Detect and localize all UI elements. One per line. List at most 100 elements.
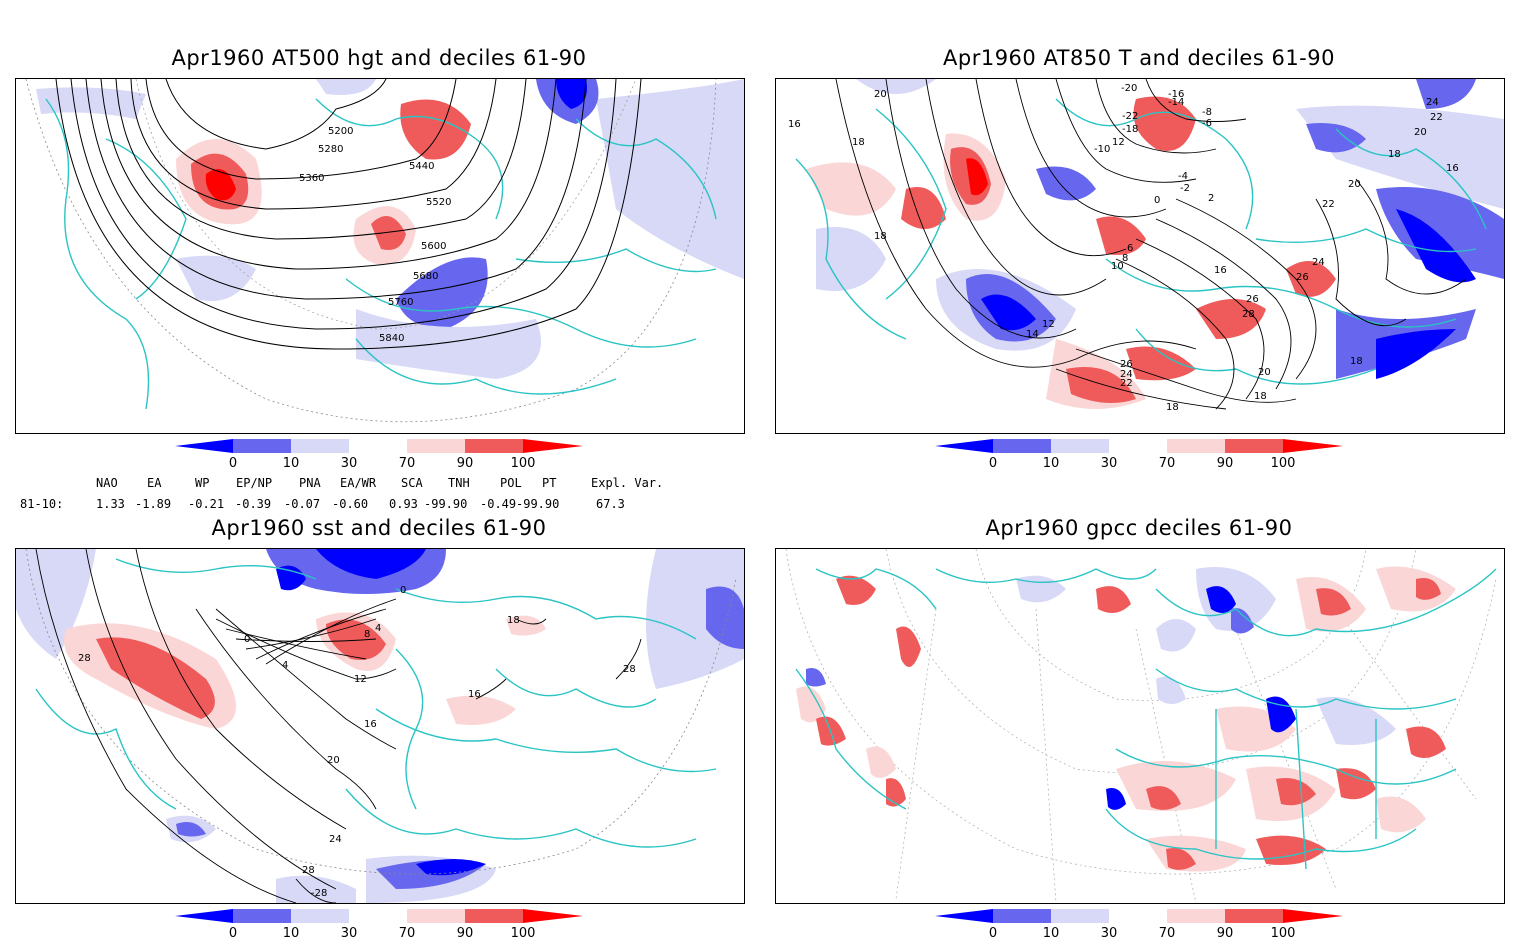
- colorbar-label: 10: [1042, 456, 1060, 471]
- contour-label: 24: [1312, 257, 1325, 268]
- colorbar-label: 100: [510, 926, 536, 941]
- contour-label: 24: [329, 834, 342, 845]
- contour-label: 18: [874, 231, 887, 242]
- contour-label: 12: [1112, 137, 1125, 148]
- colorbar-swatch: [233, 439, 291, 453]
- contour-labels-at850: 20 16 18 18 -20 -16 -14 -22 -18 -6 -8 -1…: [788, 83, 1459, 413]
- contour-label: 16: [788, 119, 801, 130]
- colorbar-at500: 0 10 30 70 90 100: [173, 438, 593, 478]
- contour-label: 18: [852, 137, 865, 148]
- index-header: Expl. Var.: [591, 476, 664, 490]
- colorbar-swatch: [407, 439, 465, 453]
- index-header: EP/NP: [236, 476, 273, 490]
- colorbar-swatch: [465, 909, 523, 923]
- contour-label: -28: [311, 888, 327, 899]
- panel-title-tl: Apr1960 AT500 hgt and deciles 61-90: [171, 46, 587, 70]
- contour-label: -10: [1094, 144, 1110, 155]
- contour-label: 18: [1166, 402, 1179, 413]
- index-value: -0.49: [480, 497, 517, 511]
- map-panel-at850: 20 16 18 18 -20 -16 -14 -22 -18 -6 -8 -1…: [775, 78, 1505, 434]
- contour-label: -6: [1202, 118, 1212, 129]
- colorbar-label: 30: [1100, 926, 1118, 941]
- colorbar-swatch: [1283, 909, 1343, 923]
- contour-label: 12: [1042, 319, 1055, 330]
- contour-label: 5280: [318, 144, 343, 155]
- map-gpcc-svg: [785, 549, 1497, 903]
- map-panel-at500: 5200 5280 5360 5440 5520 5600 5680 5760 …: [15, 78, 745, 434]
- index-header: EA: [147, 476, 162, 490]
- contour-label: 5520: [426, 197, 451, 208]
- contour-label: 22: [1430, 112, 1443, 123]
- contour-label: 16: [1446, 163, 1459, 174]
- colorbar-sst: 0 10 30 70 90 100: [173, 908, 593, 948]
- index-value: -0.39: [235, 497, 272, 511]
- index-value: -0.21: [188, 497, 225, 511]
- index-value: 0.93: [389, 497, 418, 511]
- contour-label: 20: [1258, 367, 1271, 378]
- colorbar-label: 0: [988, 926, 998, 941]
- contour-label: 5200: [328, 126, 353, 137]
- colorbar-svg: [935, 909, 1343, 923]
- colorbar-swatch: [465, 439, 523, 453]
- contour-label: 0: [244, 634, 250, 645]
- contour-label: 28: [1242, 309, 1255, 320]
- colorbar-label: 100: [1270, 926, 1296, 941]
- colorbar-swatch: [993, 439, 1051, 453]
- map-at500-svg: 5200 5280 5360 5440 5520 5600 5680 5760 …: [25, 79, 744, 423]
- index-header: EA/WR: [340, 476, 377, 490]
- contour-label: 8: [1122, 253, 1128, 264]
- colorbar-swatch: [1051, 439, 1109, 453]
- colorbar-label: 10: [282, 456, 300, 471]
- contour-label: 22: [1322, 199, 1335, 210]
- contour-label: -16: [1168, 89, 1184, 100]
- panel-title-bl: Apr1960 sst and deciles 61-90: [211, 516, 547, 540]
- contour-label: -18: [1122, 124, 1138, 135]
- panel-title-br: Apr1960 gpcc deciles 61-90: [985, 516, 1293, 540]
- contour-label: -22: [1122, 111, 1138, 122]
- contour-label: 2: [1208, 193, 1214, 204]
- colorbar-swatch: [175, 439, 233, 453]
- contour-label: 0: [400, 585, 406, 596]
- contour-label: 18: [507, 615, 520, 626]
- index-value: -1.89: [135, 497, 172, 511]
- panel-title-tr: Apr1960 AT850 T and deciles 61-90: [943, 46, 1335, 70]
- colorbar-label: 30: [1100, 456, 1118, 471]
- colorbar-swatch: [935, 439, 993, 453]
- contour-label: 28: [623, 664, 636, 675]
- map-panel-sst: 0 4 8 0 4 12 16 20 24 28 -28 28 16 28 18: [15, 548, 745, 904]
- index-value: 67.3: [596, 497, 625, 511]
- colorbar-label: 70: [398, 456, 416, 471]
- index-header: POL: [500, 476, 522, 490]
- colorbar-swatch: [523, 909, 583, 923]
- colorbar-label: 10: [1042, 926, 1060, 941]
- index-value: 1.33: [96, 497, 125, 511]
- colorbar-swatch: [1051, 909, 1109, 923]
- index-row-label: 81-10:: [20, 497, 64, 511]
- contour-label: 5840: [379, 333, 404, 344]
- contour-label: 4: [375, 623, 381, 634]
- contour-label: 20: [874, 89, 887, 100]
- contour-label: 24: [1426, 97, 1439, 108]
- colorbar-label: 70: [1158, 456, 1176, 471]
- contour-label: 18: [1388, 149, 1401, 160]
- colorbar-swatch: [1109, 439, 1167, 453]
- contour-label: 16: [468, 689, 481, 700]
- colorbar-label: 100: [1270, 456, 1296, 471]
- index-header: SCA: [401, 476, 423, 490]
- colorbar-swatch: [407, 909, 465, 923]
- contour-label: 26: [1296, 272, 1309, 283]
- colorbar-swatch: [1225, 439, 1283, 453]
- contour-label: 6: [1127, 243, 1133, 254]
- contour-label: 26: [1246, 294, 1259, 305]
- colorbar-label: 100: [510, 456, 536, 471]
- contour-label: -8: [1202, 107, 1212, 118]
- colorbar-label: 0: [228, 926, 238, 941]
- map-sst-svg: 0 4 8 0 4 12 16 20 24 28 -28 28 16 28 18: [16, 549, 744, 903]
- colorbar-label: 90: [456, 926, 474, 941]
- index-header: PNA: [299, 476, 321, 490]
- contour-label: -4: [1178, 171, 1188, 182]
- colorbar-swatch: [1283, 439, 1343, 453]
- contour-label: 20: [327, 755, 340, 766]
- contour-label: -2: [1180, 183, 1190, 194]
- index-value: -0.07: [284, 497, 321, 511]
